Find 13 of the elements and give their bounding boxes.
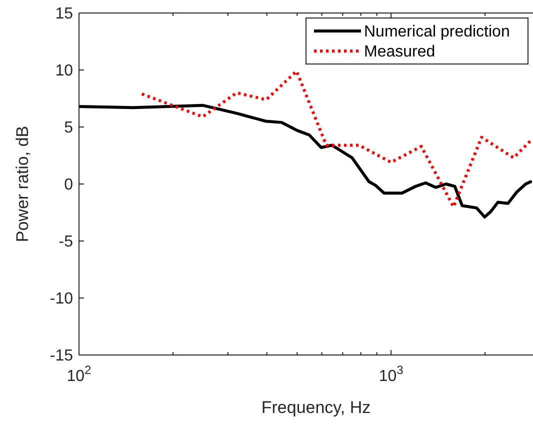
x-tick-label: 10$^{3}$ [378,363,404,385]
y-tick-label: 15 [55,6,74,23]
y-tick-label: 0 [64,176,74,194]
y-tick-label: 10 [55,62,74,80]
legend-label: Measured [364,44,436,61]
y-tick-label: -5 [58,234,74,251]
x-tick-label: 10$^{2}$ [66,363,92,385]
legend-label: Numerical prediction [364,24,510,41]
y-tick-label: 5 [64,120,74,137]
y-tick-label: -10 [50,290,74,308]
x-axis-title: Frequency, Hz [261,398,371,417]
y-tick-label: -15 [50,348,74,365]
y-axis-title: Power ratio, dB [13,126,32,242]
